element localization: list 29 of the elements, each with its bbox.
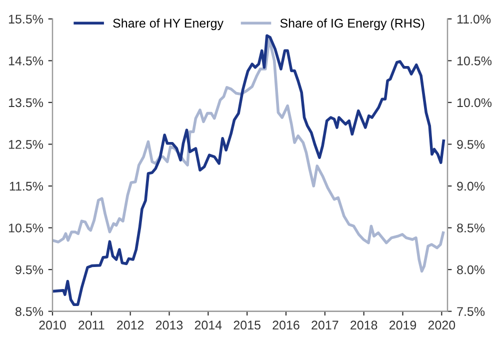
x-tick-label: 2012 xyxy=(117,320,144,330)
x-tick-label: 2010 xyxy=(39,320,66,330)
x-tick-label: 2014 xyxy=(194,320,222,330)
x-tick-label: 2013 xyxy=(156,320,183,330)
y2-tick-label: 9.0% xyxy=(457,182,485,191)
y2-tick-label: 9.5% xyxy=(457,140,485,149)
y-tick-label: 8.5% xyxy=(16,307,44,316)
legend-label: Share of HY Energy xyxy=(113,18,224,30)
y2-tick-label: 11.0% xyxy=(457,14,491,24)
y-tick-label: 15.5% xyxy=(8,14,44,24)
y2-tick-label: 10.0% xyxy=(457,98,492,108)
y2-tick-label: 8.5% xyxy=(457,224,485,232)
y2-tick-label: 8.0% xyxy=(457,265,485,274)
y-tick-label: 9.5% xyxy=(16,265,44,274)
y-tick-label: 13.5% xyxy=(8,98,44,108)
x-tick-label: 2016 xyxy=(272,320,300,330)
x-tick-label: 2017 xyxy=(312,320,338,330)
y2-tick-label: 10.5% xyxy=(457,56,492,66)
legend-label: Share of IG Energy (RHS) xyxy=(280,18,424,30)
y-tick-label: 12.5% xyxy=(8,140,44,149)
y-tick-label: 10.5% xyxy=(8,224,44,232)
y-tick-label: 11.5% xyxy=(10,182,44,191)
x-tick-label: 2011 xyxy=(78,320,104,330)
x-tick-label: 2019 xyxy=(389,320,416,330)
y-tick-label: 14.5% xyxy=(8,56,44,66)
x-tick-label: 2015 xyxy=(234,320,260,330)
x-tick-label: 2020 xyxy=(428,320,456,330)
x-tick-label: 2018 xyxy=(350,320,378,330)
y2-tick-label: 7.5% xyxy=(457,307,485,316)
